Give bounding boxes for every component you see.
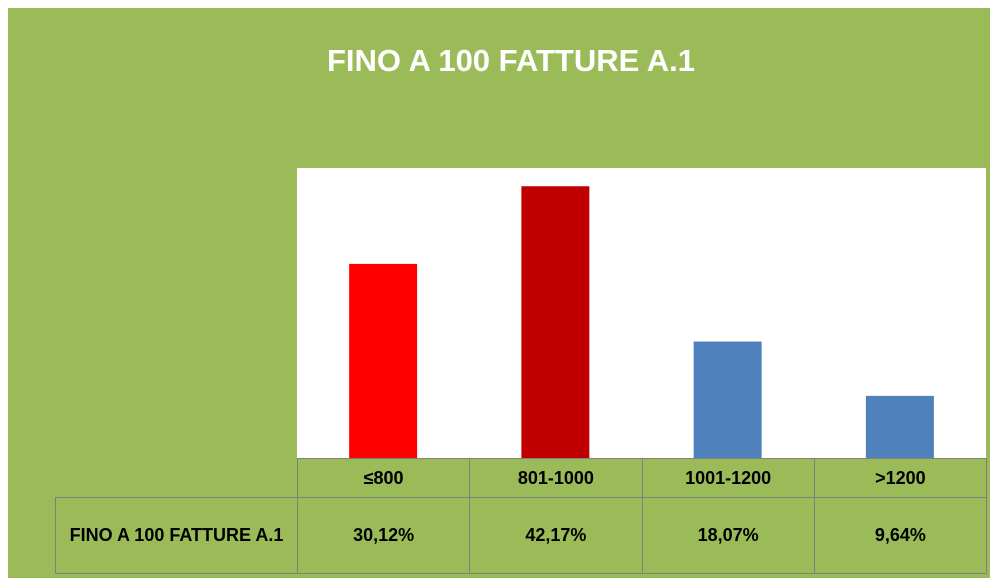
data-label: 18,07% (641, 497, 815, 574)
data-label: 42,17% (469, 497, 643, 574)
plot-area (297, 168, 986, 458)
data-label: 30,12% (297, 497, 471, 574)
x-tick-label: ≤800 (297, 458, 471, 498)
x-tick-label: >1200 (813, 458, 987, 498)
chart-title: FINO A 100 FATTURE A.1 (326, 43, 696, 78)
x-tick-label: 1001-1200 (641, 458, 815, 498)
series-label: FINO A 100 FATTURE A.1 (55, 497, 298, 574)
bar (865, 395, 934, 458)
bar (693, 341, 762, 458)
data-label: 9,64% (813, 497, 987, 574)
bar (521, 186, 590, 458)
x-tick-label: 801-1000 (469, 458, 643, 498)
bar (349, 263, 418, 458)
